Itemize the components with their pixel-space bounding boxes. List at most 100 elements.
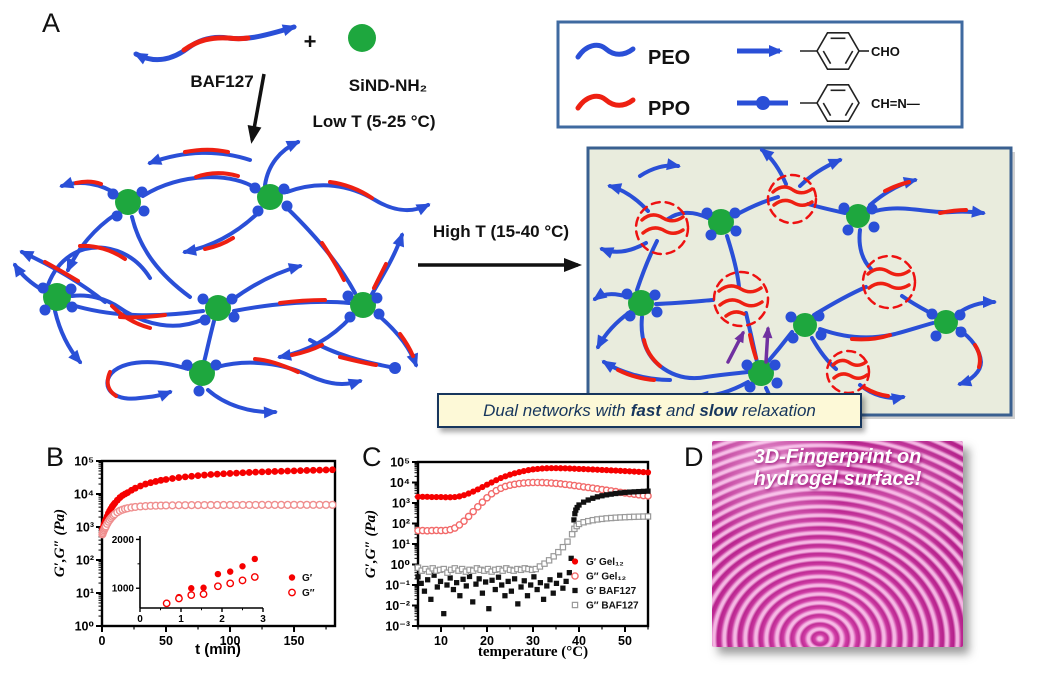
svg-text:G′ BAF127: G′ BAF127 [586, 586, 637, 597]
baf127-molecule [133, 24, 297, 65]
low-t-arrow [247, 73, 266, 144]
series-C-0 [414, 465, 652, 501]
svg-text:10¹: 10¹ [76, 587, 94, 601]
svg-text:1000: 1000 [112, 584, 135, 595]
svg-text:150: 150 [284, 634, 305, 648]
panel-b-chart: 0 50 100 150 10⁰ 10¹ 10² 10³ 10⁴ 10⁵ t (min) G′,G″ … [52, 455, 337, 659]
peo-label: PEO [648, 47, 690, 69]
caption-pre: Dual networks with [483, 400, 626, 420]
tick-labels-B: 0 50 100 150 10⁰ 10¹ 10² 10³ 10⁴ 10⁵ t (min) G′,G″ … [52, 455, 305, 659]
axes-C [412, 460, 650, 632]
peo-wave-icon [575, 42, 636, 60]
panel-a-label: A [42, 8, 61, 38]
svg-text:10⁵: 10⁵ [74, 455, 94, 469]
svg-text:0: 0 [99, 634, 106, 648]
inset-tick-labels: 0 1 2 3 1000 2000 [112, 535, 266, 625]
right-network-box [586, 146, 1015, 419]
panel-c-label: C [362, 442, 382, 472]
svg-text:10⁻¹: 10⁻¹ [385, 579, 410, 593]
svg-text:G′: G′ [302, 573, 313, 584]
aldehyde-label: CHO [871, 44, 900, 59]
svg-text:G′ Gel₁₂: G′ Gel₁₂ [586, 557, 624, 568]
nanoparticle [348, 24, 376, 52]
nanoparticles [628, 204, 958, 386]
svg-text:20: 20 [480, 634, 494, 648]
panel-d-image: 3D-Fingerprint on hydrogel surface! [712, 441, 963, 647]
series-B-0 [98, 466, 336, 533]
svg-text:10¹: 10¹ [392, 538, 410, 552]
plus-sign: + [304, 29, 317, 54]
imine-dots [37, 182, 401, 397]
panel-d-caption: 3D-Fingerprint on hydrogel surface! [712, 441, 963, 491]
panel-d-label: D [684, 442, 704, 472]
svg-text:10: 10 [434, 634, 448, 648]
imine-label: CH=N— [871, 96, 920, 111]
svg-text:50: 50 [618, 634, 632, 648]
inset-series-0: G′ [163, 555, 313, 607]
series-C-1 [414, 478, 652, 535]
caption-post: relaxation [742, 400, 816, 420]
tick-labels-C: 10 20 30 40 50 10⁻³ 10⁻² 10⁻¹ 10⁰ 10¹ 10² 10³ 10⁴ 10⁵… [363, 456, 632, 661]
relaxation-pointer-arrows [726, 326, 773, 364]
svg-text:10⁴: 10⁴ [74, 488, 94, 502]
baf127-label: BAF127 [190, 72, 253, 91]
panel-a-schematic: BAF127 + SiND-NH₂ Low T (5-25 °C) PEO CH… [13, 20, 1015, 419]
svg-text:10³: 10³ [76, 521, 94, 535]
svg-text:G″ BAF127: G″ BAF127 [586, 601, 639, 612]
ppo-aggregates [640, 185, 911, 380]
series-C-2 [415, 488, 651, 617]
caption-slow: slow [699, 400, 738, 420]
svg-text:10⁻²: 10⁻² [385, 599, 410, 613]
svg-text:10⁰: 10⁰ [391, 558, 410, 572]
low-t-label: Low T (5-25 °C) [313, 112, 436, 131]
svg-text:2000: 2000 [112, 535, 135, 546]
svg-text:10³: 10³ [392, 497, 410, 511]
svg-text:50: 50 [159, 634, 173, 648]
panel-c-chart: 10 20 30 40 50 10⁻³ 10⁻² 10⁻¹ 10⁰ 10¹ 10² 10³ 10⁴ 10⁵… [363, 456, 652, 661]
caption-fast: fast [630, 400, 661, 420]
svg-text:10⁵: 10⁵ [390, 456, 410, 470]
benzaldehyde-structure [800, 31, 869, 70]
right-network [592, 148, 997, 410]
molecular-legend-box: PEO CHO PPO CH=N— [556, 20, 964, 129]
panel-d-caption-line2: hydrogel surface! [753, 468, 922, 491]
ppo-segments [43, 147, 415, 398]
svg-text:G″ Gel₁₂: G″ Gel₁₂ [586, 572, 626, 583]
inset-series-1: G″ [162, 573, 315, 608]
svg-text:100: 100 [220, 634, 241, 648]
inset-axes [136, 536, 264, 612]
panel-b-label: B [46, 442, 65, 472]
panel-d-caption-line1: 3D-Fingerprint on [753, 446, 922, 468]
imine-dots [621, 202, 967, 393]
imine-structure [800, 84, 860, 122]
caption-mid: and [666, 400, 695, 420]
svg-text:40: 40 [572, 634, 586, 648]
dual-network-caption: Dual networks with fast and slow relaxat… [437, 393, 862, 428]
xlabel-B: t (min) [195, 641, 241, 658]
svg-text:10²: 10² [392, 517, 410, 531]
svg-text:30: 30 [526, 634, 540, 648]
nanoparticle-label: SiND-NH₂ [349, 76, 427, 95]
svg-text:1: 1 [178, 614, 184, 625]
svg-text:10⁴: 10⁴ [390, 476, 410, 490]
imine-dot-icon [756, 96, 770, 110]
ylabel-C: G′,G″ (Pa) [363, 510, 379, 578]
left-network [13, 140, 431, 419]
high-t-label: High T (15-40 °C) [433, 222, 569, 241]
svg-text:10⁰: 10⁰ [75, 620, 94, 634]
svg-text:3: 3 [260, 614, 266, 625]
svg-text:10⁻³: 10⁻³ [385, 620, 410, 634]
svg-text:0: 0 [137, 614, 143, 625]
xlabel-C: temperature (°C) [478, 644, 588, 660]
ppo-segments [616, 180, 982, 398]
ppo-label: PPO [648, 98, 690, 120]
series-C-3 [414, 513, 652, 576]
svg-text:2: 2 [219, 614, 225, 625]
axes-B [96, 459, 337, 632]
series-B-1 [98, 500, 337, 539]
svg-text:10²: 10² [76, 554, 94, 568]
ppo-segment [181, 35, 251, 53]
ppo-wave-icon [575, 93, 636, 111]
svg-text:G″: G″ [302, 588, 315, 599]
